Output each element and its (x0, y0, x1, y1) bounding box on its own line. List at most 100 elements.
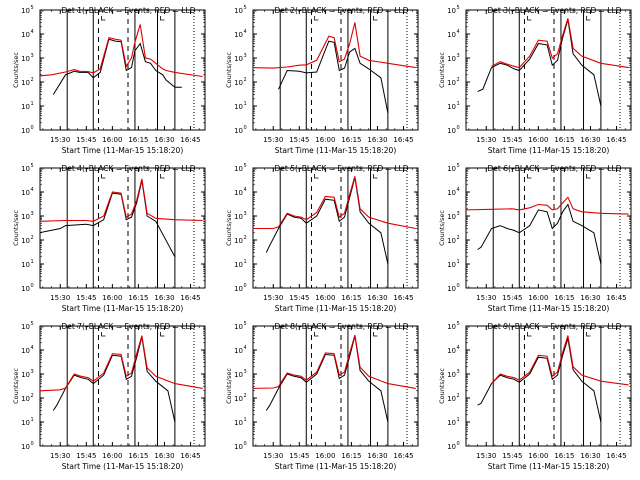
y-tick-label: 10 (21, 55, 30, 63)
y-tick-exponent: 1 (457, 259, 460, 265)
y-tick-exponent: 1 (31, 101, 34, 107)
x-tick-label: 16:45 (180, 452, 200, 460)
plot-frame (465, 9, 632, 131)
y-tick-exponent: 3 (244, 211, 247, 217)
x-axis-label: Start Time (11-Mar-15 15:18:20) (488, 304, 610, 313)
x-tick-label: 16:00 (102, 452, 122, 460)
y-tick-label: 10 (234, 189, 243, 197)
chart-title: Det 9(–BLACK = Events, RED = LLD (488, 322, 622, 331)
y-tick-exponent: 1 (244, 101, 247, 107)
chart-title: Det 5(–BLACK = Events, RED = LLD (275, 164, 409, 173)
x-tick-label: 15:30 (476, 452, 496, 460)
y-tick-label: 10 (234, 395, 243, 403)
x-tick-label: 16:00 (315, 452, 335, 460)
y-tick-label: 10 (234, 323, 243, 331)
y-tick-label: 10 (234, 213, 243, 221)
y-tick-exponent: 2 (31, 77, 34, 83)
y-tick-exponent: 1 (457, 101, 460, 107)
y-tick-label: 10 (21, 213, 30, 221)
series-events-line (477, 338, 602, 423)
x-tick-label: 16:30 (580, 452, 600, 460)
y-tick-label: 10 (21, 103, 30, 111)
series-events-line (265, 177, 389, 265)
y-tick-exponent: 2 (244, 393, 247, 399)
chart-title: Det 4(–BLACK = Events, RED = LLD (62, 164, 196, 173)
y-tick-exponent: 2 (31, 393, 34, 399)
x-tick-label: 15:30 (50, 294, 70, 302)
x-axis-label: Start Time (11-Mar-15 15:18:20) (62, 146, 184, 155)
chart-title: Det 2(–BLACK = Events, RED = LLD (275, 6, 409, 15)
y-tick-label: 10 (234, 31, 243, 39)
y-tick-label: 10 (234, 443, 243, 451)
x-tick-label: 15:45 (289, 452, 309, 460)
marker-glyph-icon (160, 332, 165, 337)
y-tick-label: 10 (21, 419, 30, 427)
y-tick-label: 10 (21, 79, 30, 87)
y-tick-exponent: 4 (31, 187, 34, 193)
x-tick-label: 16:45 (393, 136, 413, 144)
series-lld-line (491, 335, 629, 386)
y-tick-exponent: 0 (457, 441, 460, 447)
y-tick-exponent: 1 (244, 259, 247, 265)
plot-frame (39, 325, 206, 447)
y-tick-exponent: 3 (31, 369, 34, 375)
y-tick-exponent: 3 (457, 53, 460, 59)
series-events-line (52, 38, 182, 95)
x-tick-label: 15:45 (289, 294, 309, 302)
x-tick-label: 15:30 (50, 136, 70, 144)
marker-glyph-icon (101, 174, 106, 179)
y-tick-exponent: 0 (457, 283, 460, 289)
y-axis-label: Counts/sec (438, 210, 446, 246)
plot-frame (252, 167, 419, 289)
y-tick-exponent: 4 (244, 345, 247, 351)
x-tick-label: 16:30 (154, 452, 174, 460)
x-tick-label: 16:00 (528, 136, 548, 144)
y-tick-label: 10 (234, 261, 243, 269)
y-tick-exponent: 4 (457, 187, 460, 193)
y-tick-exponent: 2 (457, 393, 460, 399)
chart-title: Det 6(–BLACK = Events, RED = LLD (488, 164, 622, 173)
y-tick-exponent: 5 (457, 163, 460, 169)
marker-glyph-icon (101, 332, 106, 337)
x-tick-label: 15:45 (76, 136, 96, 144)
series-lld-line (40, 335, 203, 392)
marker-glyph-icon (586, 174, 591, 179)
plot-frame (39, 9, 206, 131)
y-tick-label: 10 (234, 55, 243, 63)
series-lld-line (253, 334, 416, 389)
y-tick-label: 10 (21, 165, 30, 173)
y-tick-label: 10 (447, 323, 456, 331)
y-tick-exponent: 3 (457, 211, 460, 217)
x-tick-label: 15:45 (502, 294, 522, 302)
x-tick-label: 16:30 (154, 294, 174, 302)
plot-frame (39, 167, 206, 289)
y-tick-label: 10 (447, 79, 456, 87)
y-tick-exponent: 1 (31, 259, 34, 265)
series-events-line (40, 180, 176, 258)
marker-glyph-icon (527, 16, 532, 21)
y-tick-label: 10 (234, 7, 243, 15)
y-tick-label: 10 (447, 371, 456, 379)
y-tick-exponent: 1 (31, 417, 34, 423)
x-tick-label: 16:30 (154, 136, 174, 144)
x-tick-label: 16:30 (367, 136, 387, 144)
y-tick-label: 10 (234, 103, 243, 111)
x-axis-label: Start Time (11-Mar-15 15:18:20) (62, 462, 184, 471)
y-axis-label: Counts/sec (438, 368, 446, 404)
x-tick-label: 16:00 (102, 136, 122, 144)
y-tick-label: 10 (21, 347, 30, 355)
x-axis-label: Start Time (11-Mar-15 15:18:20) (62, 304, 184, 313)
y-tick-exponent: 4 (31, 29, 34, 35)
x-tick-label: 15:45 (502, 136, 522, 144)
x-axis-label: Start Time (11-Mar-15 15:18:20) (488, 462, 610, 471)
y-tick-exponent: 3 (244, 53, 247, 59)
y-tick-label: 10 (234, 371, 243, 379)
y-tick-exponent: 0 (31, 283, 34, 289)
x-tick-label: 16:15 (554, 452, 574, 460)
